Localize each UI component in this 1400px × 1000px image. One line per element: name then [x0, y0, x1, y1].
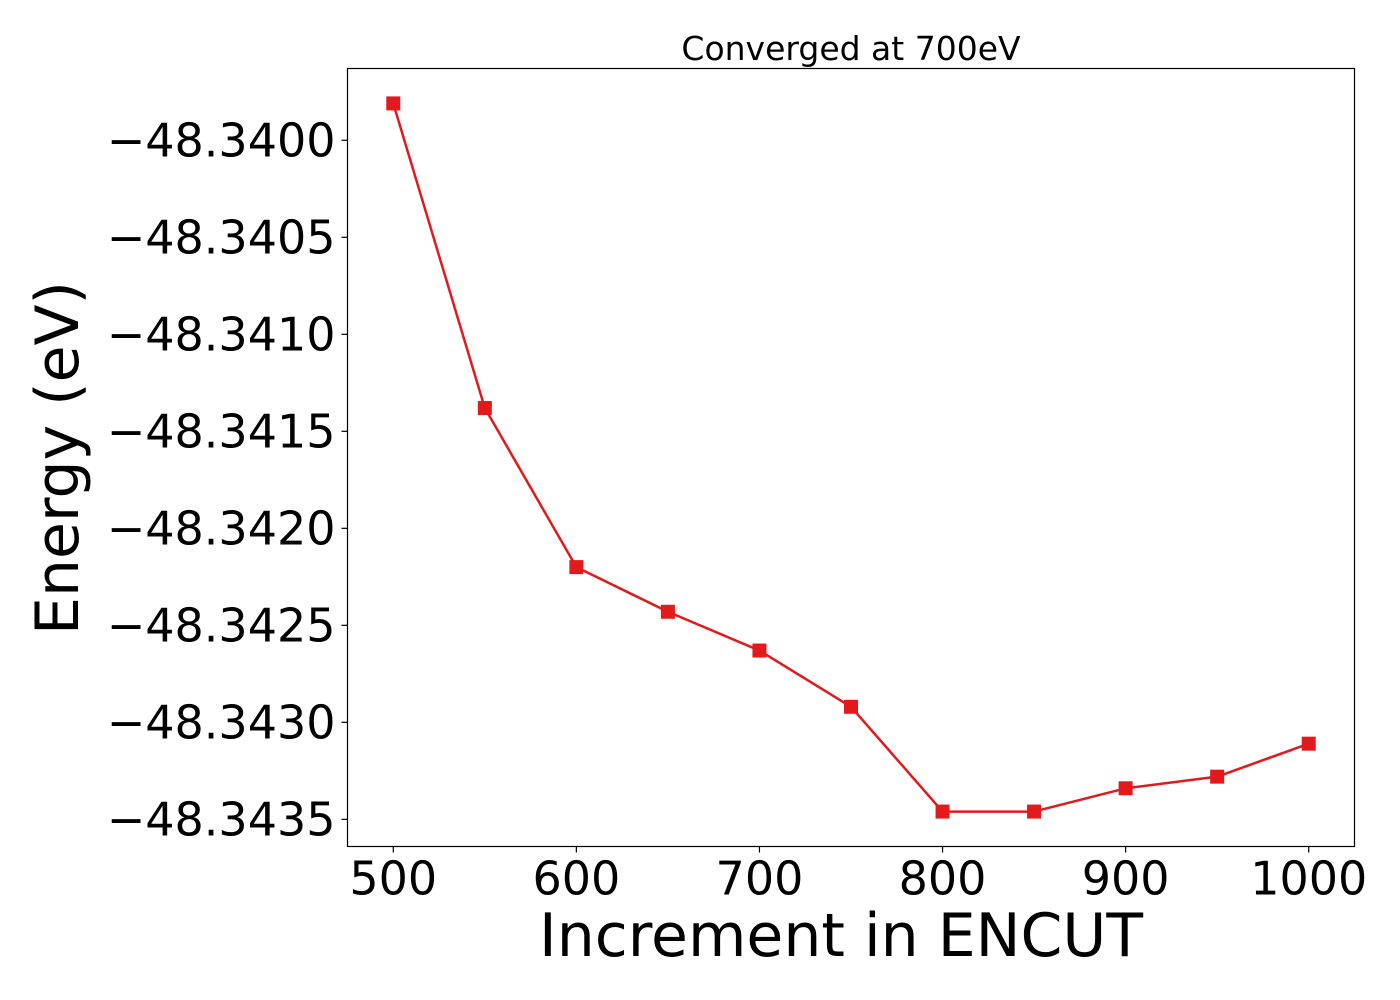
- series-markers: [386, 96, 1316, 819]
- data-point-marker: [1027, 804, 1042, 819]
- y-tick-label: −48.3415: [107, 404, 336, 458]
- data-point-marker: [752, 643, 767, 658]
- y-tick-label: −48.3430: [107, 695, 336, 749]
- y-tick-label: −48.3420: [107, 501, 336, 555]
- data-point-marker: [1210, 769, 1225, 784]
- y-tick-label: −48.3425: [107, 598, 336, 652]
- data-point-marker: [844, 699, 858, 714]
- y-axis-label: Energy (eV): [23, 281, 93, 635]
- data-point-marker: [477, 401, 492, 416]
- data-point-marker: [935, 804, 950, 819]
- x-tick-label: 800: [899, 852, 987, 906]
- data-point-marker: [660, 604, 675, 619]
- y-axis: −48.3400 −48.3405 −48.3410 −48.3415 −48.3420…: [107, 113, 348, 846]
- data-point-marker: [569, 560, 584, 575]
- data-point-marker: [1118, 781, 1133, 796]
- x-tick-label: 900: [1082, 852, 1170, 906]
- x-tick-label: 500: [349, 852, 437, 906]
- y-tick-label: −48.3400: [107, 113, 336, 167]
- x-axis: 500 600 700 800 900 1000: [349, 846, 1367, 906]
- data-point-marker: [386, 96, 401, 111]
- x-axis-label: Increment in ENCUT: [539, 901, 1143, 971]
- x-tick-label: 700: [716, 852, 804, 906]
- x-tick-label: 1000: [1250, 852, 1367, 906]
- plot-area-frame: [346, 67, 1356, 848]
- data-point-marker: [1301, 736, 1316, 751]
- x-tick-label: 600: [532, 852, 620, 906]
- y-tick-label: −48.3405: [107, 210, 336, 264]
- chart-title: Converged at 700eV: [681, 29, 1021, 68]
- y-tick-label: −48.3410: [107, 307, 336, 361]
- y-tick-label: −48.3435: [107, 792, 336, 846]
